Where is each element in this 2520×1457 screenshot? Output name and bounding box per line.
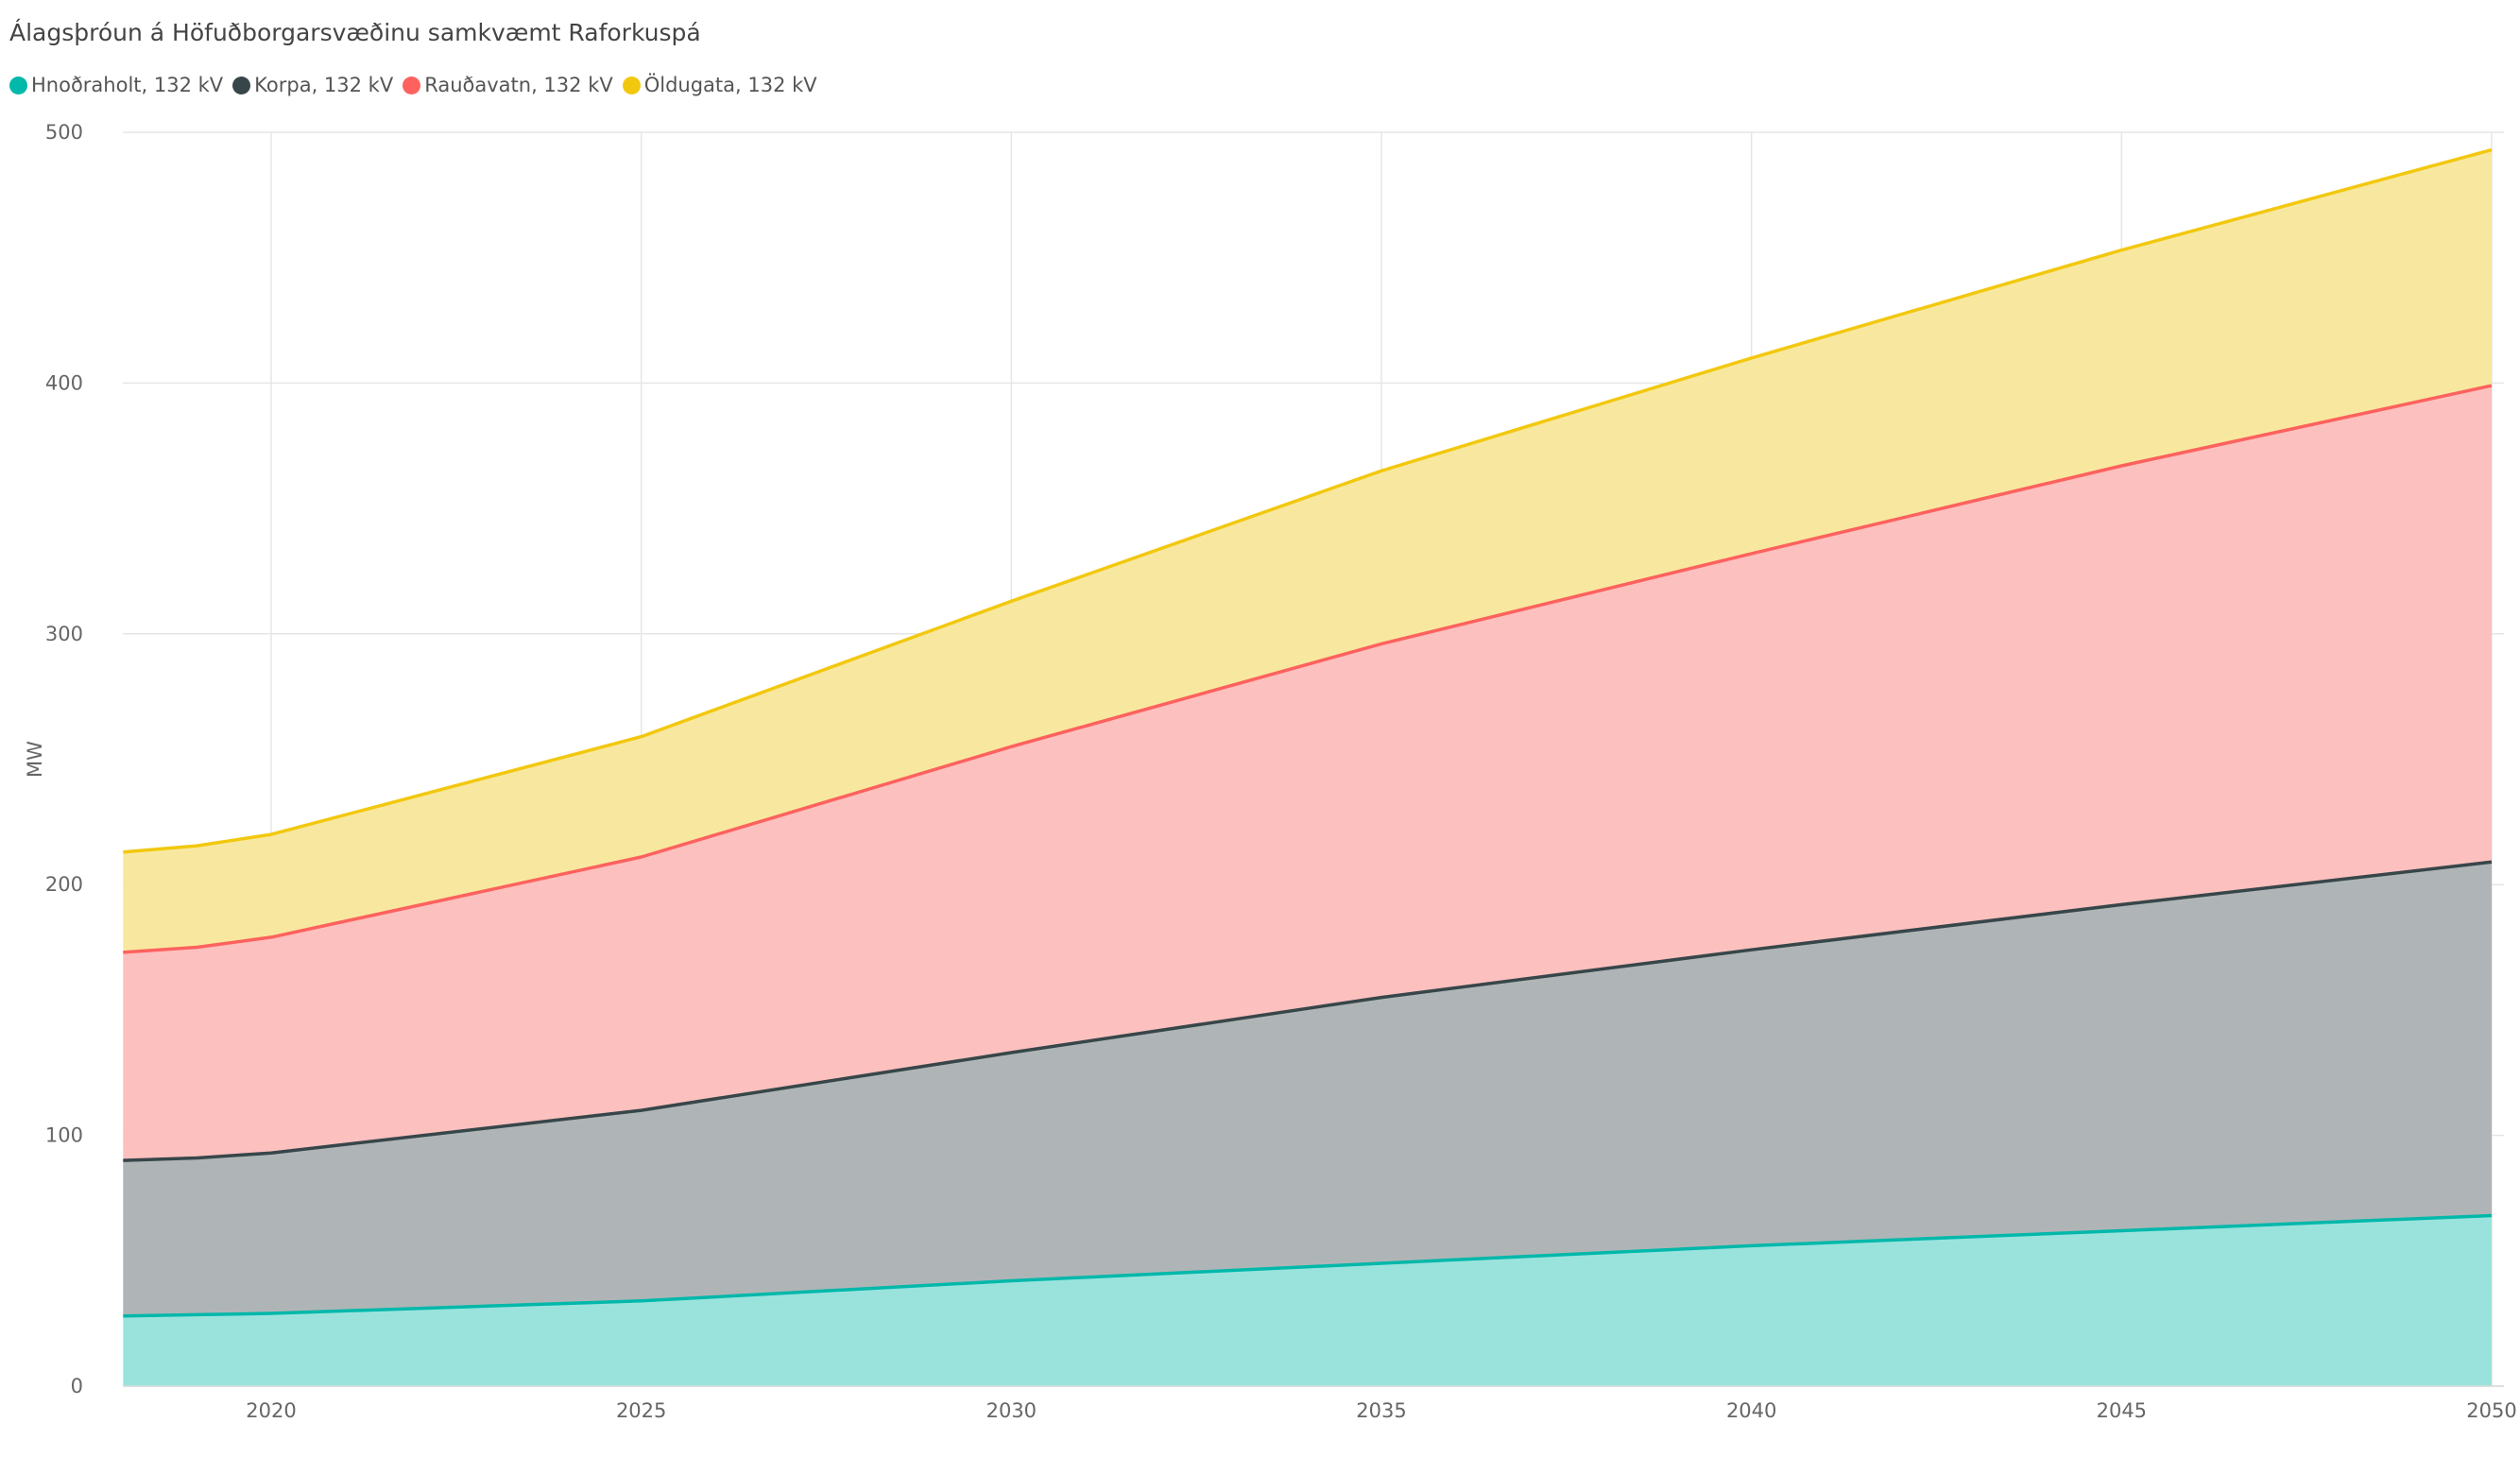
legend-marker-korpa — [232, 76, 251, 94]
x-tick-label-2030: 2030 — [986, 1399, 1037, 1422]
y-axis-title: MW — [24, 741, 46, 778]
line-series-0 — [123, 1213, 2493, 1318]
legend-marker-raudavatn — [403, 76, 421, 94]
y-tick-label-400: 400 — [45, 371, 83, 394]
x-tick-label-2035: 2035 — [1356, 1399, 1406, 1422]
area-series-2 — [123, 386, 2492, 1161]
legend-marker-hnodraholt — [9, 76, 27, 94]
area-series-3 — [123, 149, 2492, 952]
y-tick-label-300: 300 — [45, 623, 83, 645]
line-series-3 — [123, 147, 2493, 854]
x-tick-label-2025: 2025 — [616, 1399, 666, 1422]
chart-title: Álagsþróun á Höfuðborgarsvæðinu samkvæmt… — [9, 19, 701, 46]
line-series-2 — [123, 384, 2493, 954]
legend-marker-oldugata — [622, 76, 641, 94]
x-tick-label-2020: 2020 — [246, 1399, 296, 1422]
legend: Hnoðraholt, 132 kV Korpa, 132 kV Rauðava… — [9, 74, 827, 96]
x-tick-label-2050: 2050 — [2466, 1399, 2516, 1422]
legend-label-hnodraholt: Hnoðraholt, 132 kV — [31, 74, 224, 96]
legend-item-raudavatn[interactable]: Rauðavatn, 132 kV — [403, 74, 613, 96]
y-tick-label-0: 0 — [71, 1375, 83, 1397]
x-tick-label-2040: 2040 — [1726, 1399, 1776, 1422]
area-series-1 — [123, 862, 2492, 1316]
y-tick-label-200: 200 — [45, 873, 83, 896]
legend-item-oldugata[interactable]: Öldugata, 132 kV — [622, 74, 817, 96]
legend-label-oldugata: Öldugata, 132 kV — [643, 74, 817, 96]
legend-label-korpa: Korpa, 132 kV — [254, 74, 394, 96]
x-tick-label-2045: 2045 — [2097, 1399, 2147, 1422]
legend-label-raudavatn: Rauðavatn, 132 kV — [424, 74, 613, 96]
y-tick-label-500: 500 — [45, 121, 83, 144]
y-tick-label-100: 100 — [45, 1124, 83, 1147]
legend-item-hnodraholt[interactable]: Hnoðraholt, 132 kV — [9, 74, 223, 96]
legend-item-korpa[interactable]: Korpa, 132 kV — [232, 74, 393, 96]
line-series-1 — [123, 860, 2493, 1162]
area-series-0 — [123, 1215, 2492, 1386]
